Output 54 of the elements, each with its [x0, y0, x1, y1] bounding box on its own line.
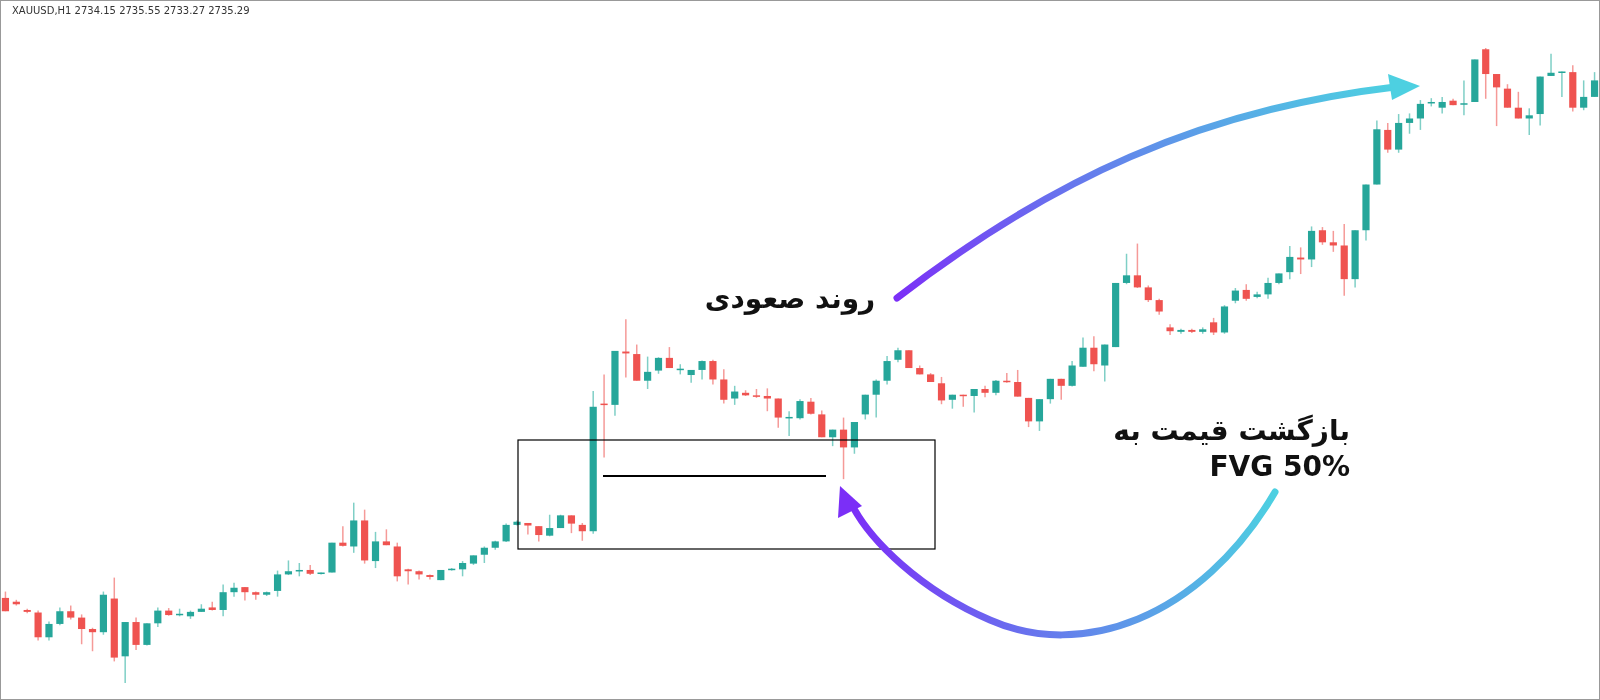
candlestick	[861, 393, 869, 421]
candlestick	[208, 600, 216, 612]
candlestick	[796, 398, 804, 421]
candlestick	[143, 622, 151, 647]
candlestick	[45, 620, 53, 642]
candlestick	[1405, 112, 1414, 135]
candlestick	[937, 376, 946, 405]
candlestick	[1035, 398, 1044, 432]
candlestick	[774, 397, 782, 429]
candlestick	[273, 569, 282, 598]
candlestick	[1101, 343, 1109, 383]
candlestick	[1514, 91, 1522, 120]
candlestick	[709, 359, 717, 386]
candlestick	[230, 581, 238, 598]
candlestick	[1460, 79, 1468, 117]
candlestick	[1558, 70, 1566, 98]
candlestick	[731, 385, 739, 406]
candlestick	[1416, 99, 1424, 131]
candlestick	[132, 616, 140, 651]
candlestick	[1503, 83, 1512, 109]
candlestick	[1286, 245, 1294, 280]
candlestick	[78, 613, 86, 646]
candlestick	[219, 583, 227, 618]
candlestick	[698, 359, 706, 381]
candlestick	[818, 409, 826, 439]
candlestick	[1580, 79, 1588, 111]
candlestick	[720, 368, 728, 405]
candlestick	[1547, 52, 1555, 77]
candlestick	[1384, 122, 1392, 154]
candlestick	[1493, 73, 1501, 127]
candlestick	[1525, 107, 1533, 136]
candlestick	[1122, 252, 1131, 285]
annotation: روند صعودی	[704, 282, 876, 315]
candlestick	[1133, 242, 1141, 289]
candlestick	[644, 355, 652, 390]
candlestick	[872, 378, 880, 419]
candlestick	[371, 531, 380, 569]
candlestick	[154, 606, 162, 628]
candlestick	[763, 387, 771, 412]
candlestick	[1090, 335, 1098, 372]
candlestick	[404, 567, 412, 586]
candlestick	[1590, 71, 1599, 98]
candlestick	[1046, 378, 1054, 405]
candlestick	[524, 522, 532, 536]
candlestick	[1068, 360, 1076, 388]
candlestick	[883, 355, 891, 386]
chart-title: XAUUSD,H1 2734.15 2735.55 2733.27 2735.29	[12, 5, 250, 16]
candlestick	[502, 522, 510, 543]
candlestick	[1329, 230, 1337, 253]
candlestick	[88, 627, 97, 652]
candlestick	[1079, 336, 1087, 368]
candlestick	[1024, 397, 1033, 428]
candlestick	[1014, 369, 1022, 398]
candlestick	[1264, 277, 1272, 300]
